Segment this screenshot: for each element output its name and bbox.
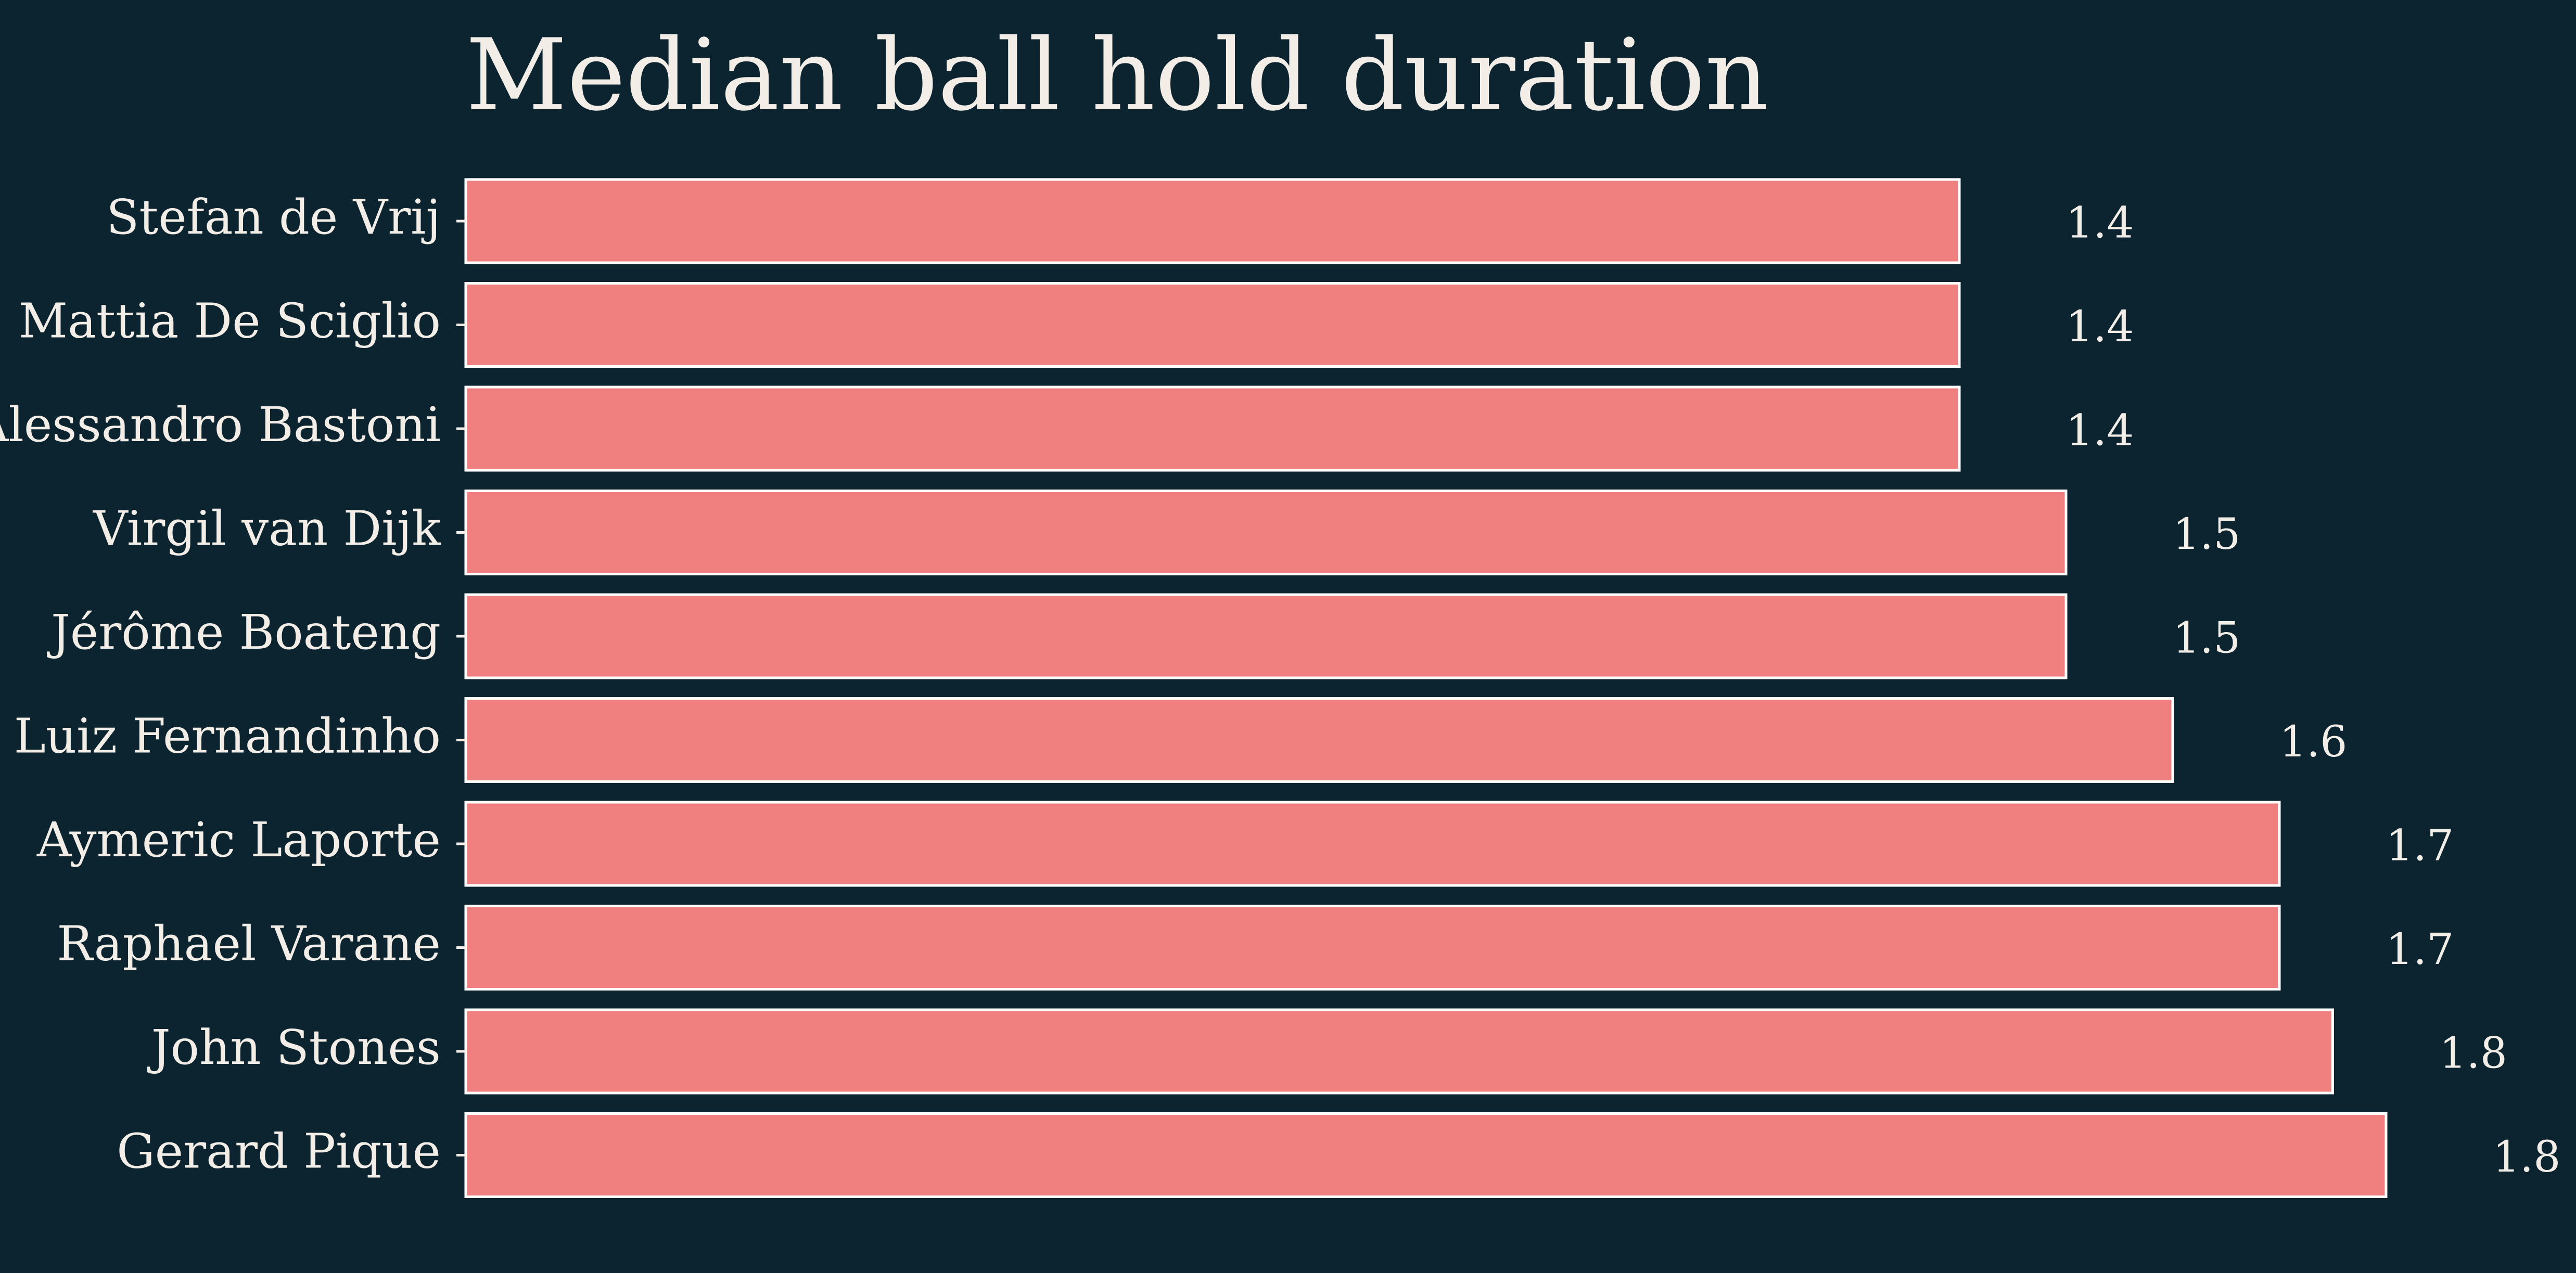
y-tick-label: Aymeric Laporte bbox=[36, 812, 441, 868]
data-label: 1.4 bbox=[2066, 406, 2134, 456]
y-tick-label: Luiz Fernandinho bbox=[14, 708, 441, 764]
bar bbox=[464, 697, 2174, 783]
y-tick-label: John Stones bbox=[147, 1020, 441, 1075]
bar bbox=[464, 385, 1961, 472]
bar bbox=[464, 178, 1961, 264]
data-label: 1.5 bbox=[2173, 510, 2240, 559]
y-tick-label: Stefan de Vrij bbox=[106, 189, 441, 245]
data-label: 1.7 bbox=[2386, 925, 2454, 974]
data-label: 1.4 bbox=[2066, 302, 2134, 352]
bar bbox=[464, 1112, 2388, 1198]
bar bbox=[464, 801, 2281, 887]
bar bbox=[464, 905, 2281, 991]
y-tick-label: Jérôme Boateng bbox=[47, 605, 441, 660]
y-tick-label: Virgil van Dijk bbox=[93, 500, 441, 556]
bar bbox=[464, 593, 2068, 679]
bar bbox=[464, 282, 1961, 368]
chart-title: Median ball hold duration bbox=[466, 18, 1769, 133]
bars: Stefan de Vrij 1.4 Mattia De Sciglio 1.4 Ale… bbox=[0, 178, 2560, 1198]
data-label: 1.8 bbox=[2440, 1029, 2507, 1078]
data-label: 1.8 bbox=[2493, 1133, 2560, 1182]
y-tick-label: Raphael Varane bbox=[57, 916, 441, 971]
y-tick-label: Mattia De Sciglio bbox=[19, 293, 441, 349]
data-label: 1.6 bbox=[2279, 717, 2347, 767]
y-tick-label: Alessandro Bastoni bbox=[0, 397, 441, 453]
data-label: 1.5 bbox=[2173, 614, 2240, 663]
data-label: 1.4 bbox=[2066, 199, 2134, 248]
bar bbox=[464, 490, 2068, 575]
data-label: 1.7 bbox=[2386, 821, 2454, 871]
bar bbox=[464, 1008, 2334, 1095]
y-tick-label: Gerard Pique bbox=[117, 1123, 441, 1179]
